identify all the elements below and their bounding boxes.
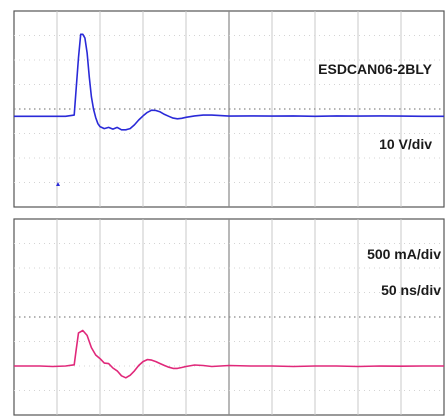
waveform-trace-0 <box>14 329 444 379</box>
current-waveform <box>14 329 444 379</box>
current-panel-grid <box>14 219 444 415</box>
time-scale-label: 50 ns/div <box>381 282 441 298</box>
current-scale-label: 500 mA/div <box>367 246 441 262</box>
voltage-scale-label: 10 V/div <box>379 136 432 152</box>
voltage-panel: ESDCAN06-2BLY 10 V/div <box>13 10 445 208</box>
device-label: ESDCAN06-2BLY <box>318 61 433 77</box>
voltage-waveform <box>14 33 444 131</box>
trigger-marker-icon <box>56 182 60 186</box>
voltage-panel-grid <box>14 11 444 207</box>
current-panel: 500 mA/div 50 ns/div <box>13 218 445 416</box>
waveform-trace-0 <box>14 33 444 131</box>
